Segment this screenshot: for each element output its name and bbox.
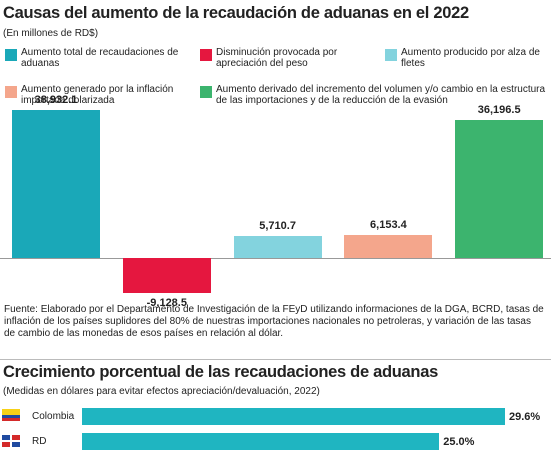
legend-label: Aumento derivado del incremento del volu… [216,84,546,106]
value-label: -9,128.5 [146,296,187,309]
bar [12,110,100,258]
chart-subtitle: (En millones de RD$) [3,28,99,39]
bar [455,120,544,258]
bar [82,408,505,425]
bar [122,258,211,293]
flag-colombia [2,409,20,421]
y-tick-label: RD [32,436,47,447]
value-label: 29.6% [509,411,541,423]
legend-label: Aumento total de recaudaciones de aduana… [21,47,179,69]
value-label: 5,710.7 [259,220,296,233]
chart-title: Causas del aumento de la recaudación de … [3,4,469,22]
value-label: 6,153.4 [370,218,407,231]
separator [0,359,551,360]
bar [233,236,322,258]
value-label: 25.0% [443,436,475,448]
source-note: Fuente: Elaborado por el Departamento de… [4,304,544,339]
legend-label: Aumento generado por la inflación import… [21,84,174,106]
legend-swatch [385,49,397,61]
legend-swatch [5,86,17,98]
bar [344,234,433,258]
legend-label: Aumento producido por alza de fletes [401,47,540,69]
baseline [0,258,551,259]
chart-subtitle: (Medidas en dólares para evitar efectos … [3,386,320,397]
legend-label: Disminución provocada por apreciación de… [216,47,338,69]
bar [82,433,440,450]
value-label: 36,196.5 [477,104,521,117]
chart-title: Crecimiento porcentual de las recaudacio… [3,363,438,381]
value-label: 38,932.1 [34,94,78,106]
y-tick-label: Colombia [32,411,75,422]
legend-swatch [200,86,212,98]
legend-swatch [200,49,212,61]
legend-swatch [5,49,17,61]
flag-rd [2,435,20,447]
